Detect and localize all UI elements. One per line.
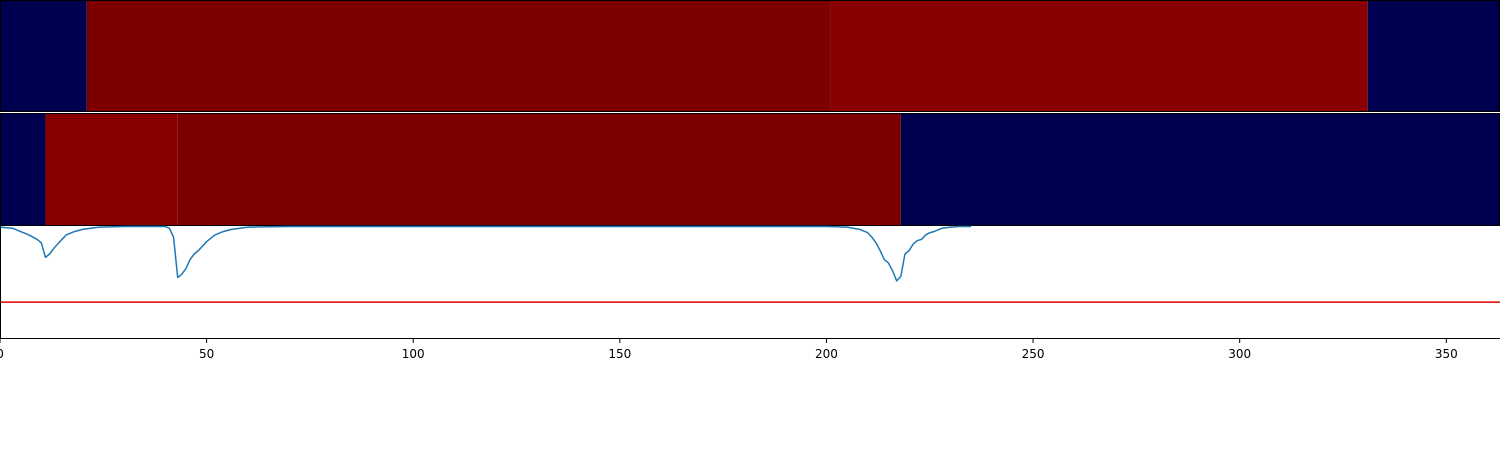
heatmap-segment: [177, 113, 901, 226]
heatmap-segment: [86, 0, 831, 112]
heatmap-segment: [1367, 0, 1500, 112]
x-tick-label: 300: [1228, 347, 1251, 361]
line-panel-content: [0, 225, 1500, 339]
x-tick-label: 250: [1022, 347, 1045, 361]
heatmap-segment: [900, 113, 1500, 226]
heatmap-segment: [45, 113, 178, 226]
x-tick-label: 50: [199, 347, 214, 361]
heatmap-segment: [0, 0, 87, 112]
line-panel: 0 50 100 150 200 250 300 350: [0, 225, 1500, 361]
x-tick-label: 150: [608, 347, 631, 361]
heatmap-segment: [0, 113, 46, 226]
heatmap-panel-top: [0, 0, 1500, 112]
heatmap-panel-middle: [0, 113, 1500, 226]
x-axis: 0 50 100 150 200 250 300 350: [0, 338, 1458, 361]
x-tick-label: 350: [1435, 347, 1458, 361]
x-tick-label: 200: [815, 347, 838, 361]
series-line: [0, 225, 972, 282]
x-tick-label: 100: [402, 347, 425, 361]
x-tick-label: 0: [0, 347, 4, 361]
heatmap-segment: [830, 0, 1368, 112]
